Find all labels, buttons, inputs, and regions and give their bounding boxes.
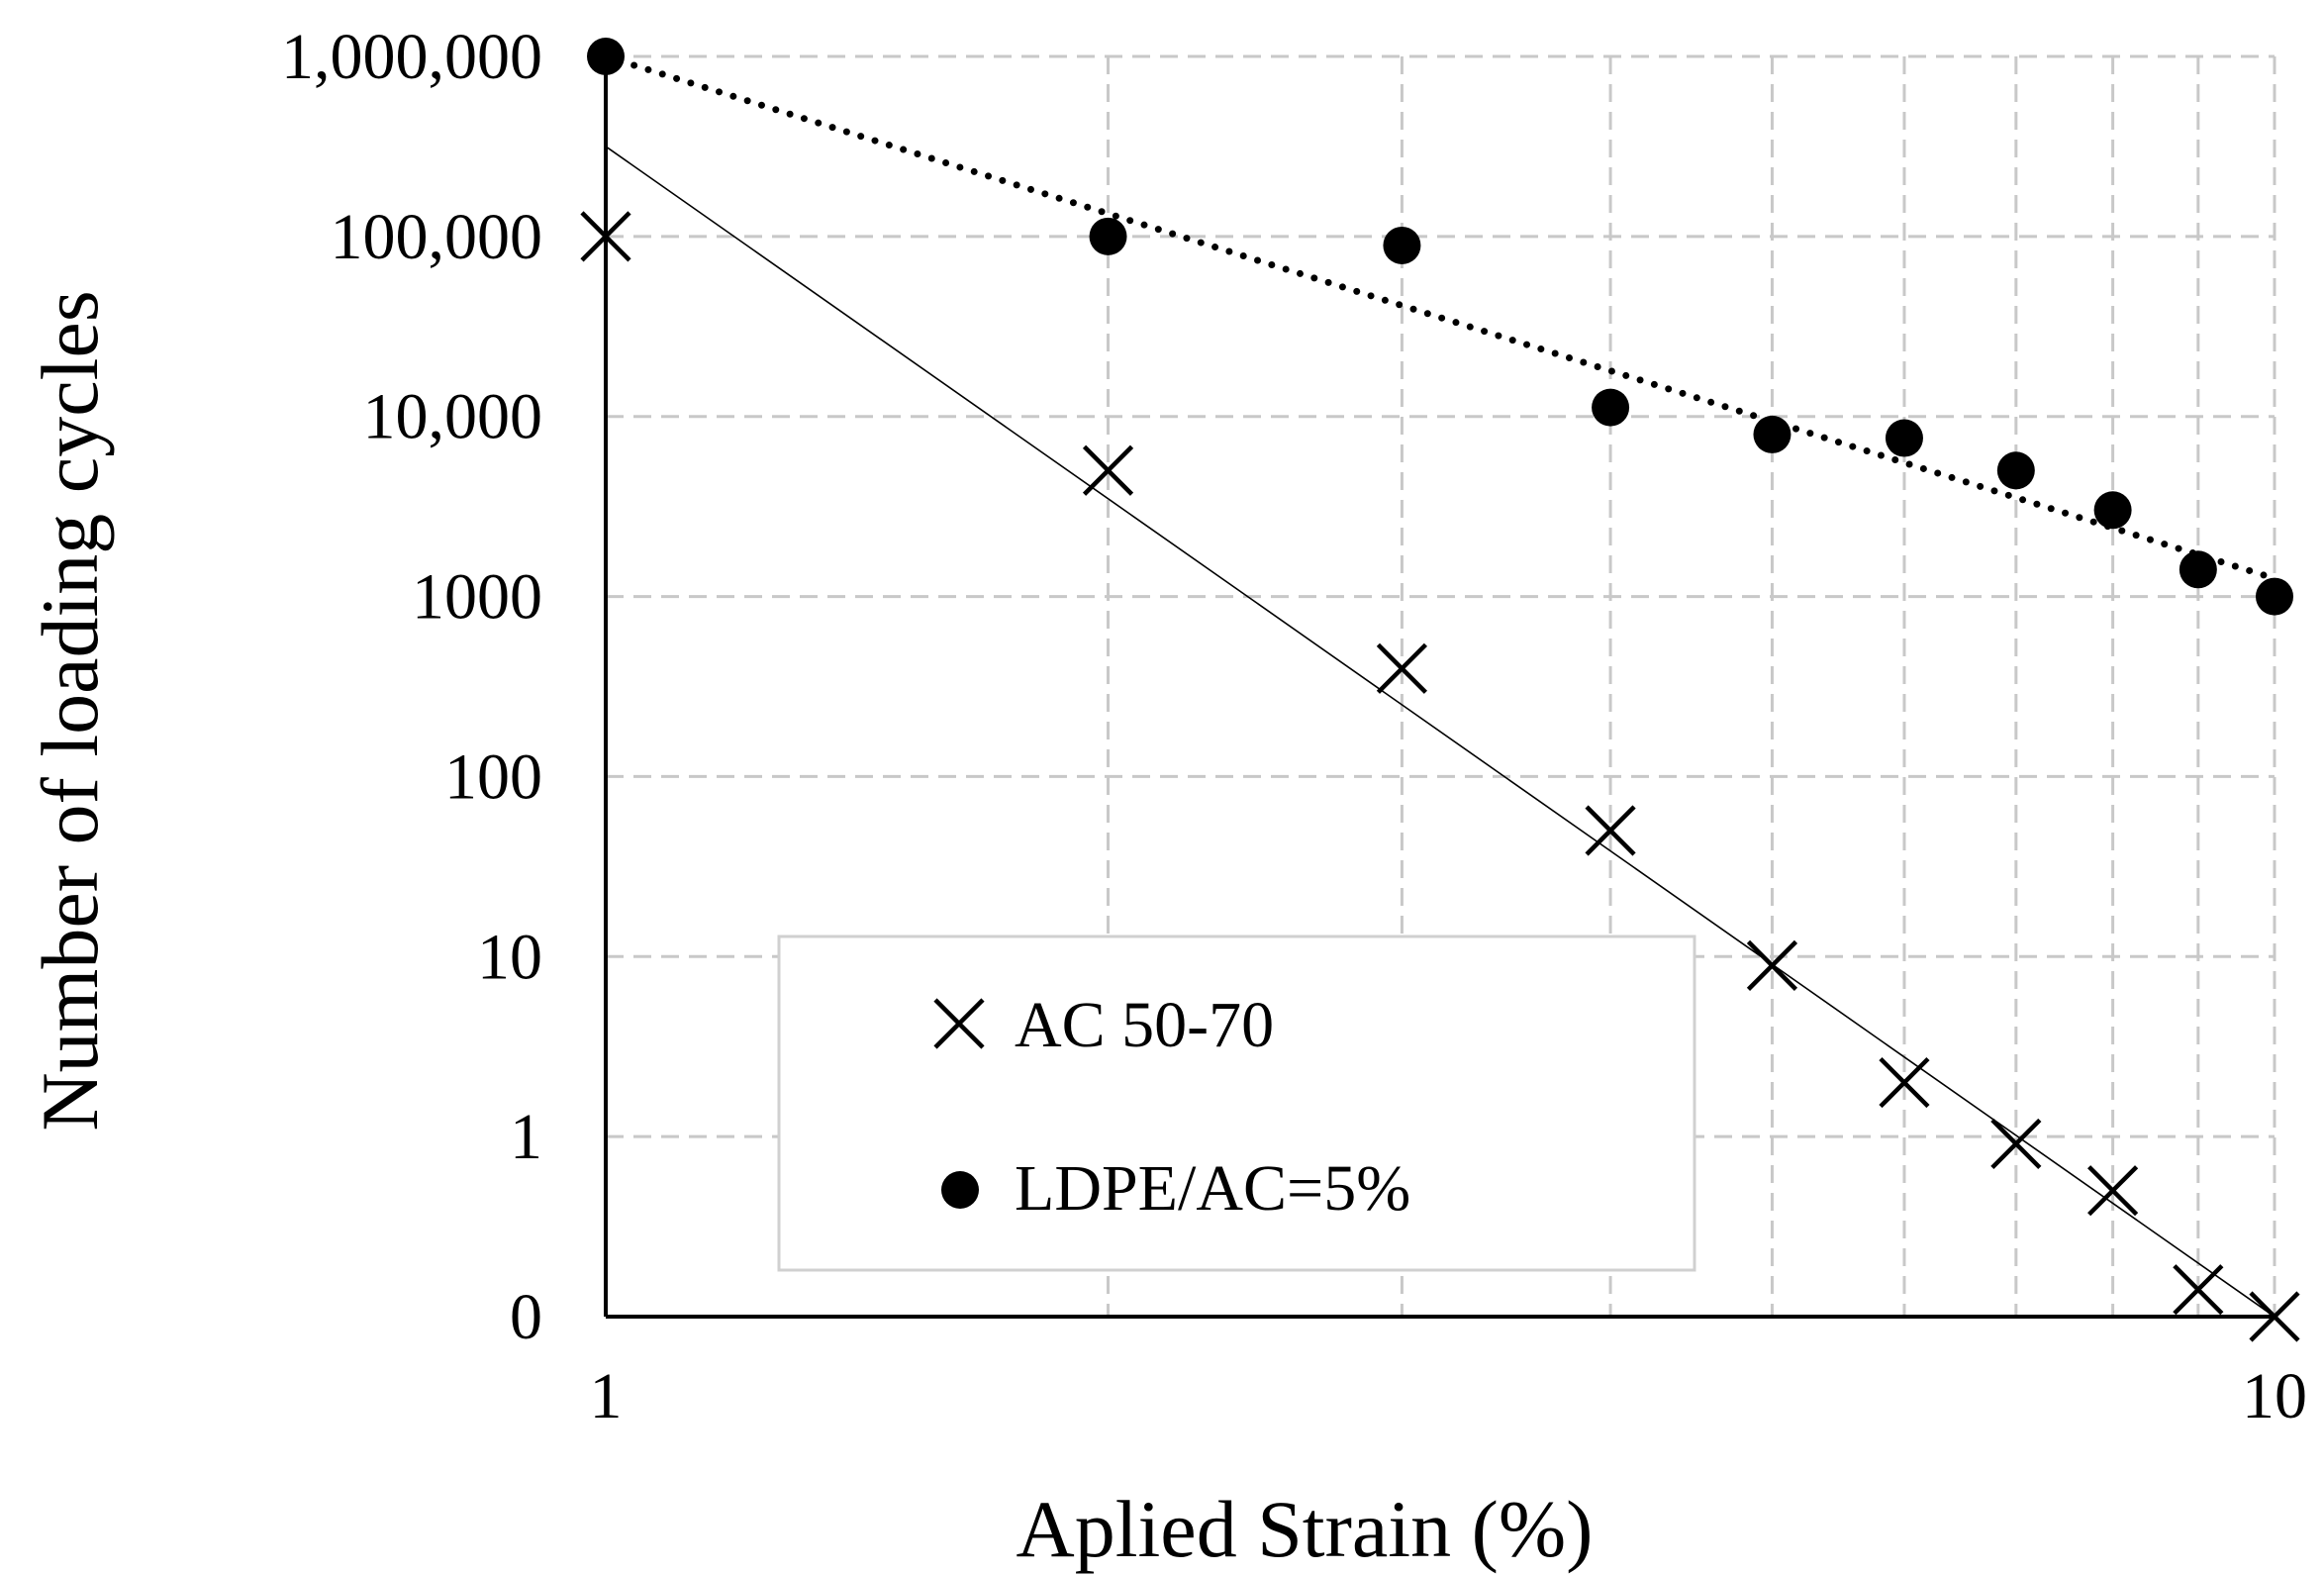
ac-50-70-point [2173, 1264, 2224, 1316]
ldpe-ac-point [2093, 491, 2132, 530]
points-layer [580, 38, 2300, 1342]
x-marker-stroke [1990, 1118, 2042, 1170]
x-axis-title: Aplied Strain (%) [1017, 1484, 1594, 1574]
ldpe-ac-point [587, 38, 625, 75]
ac-50-70-point [1585, 805, 1636, 856]
legend-marker-ac-50-70 [933, 998, 985, 1049]
ldpe-ac-point [2179, 550, 2217, 589]
x-marker-stroke [2173, 1264, 2224, 1316]
y-tick-label: 1000 [412, 561, 542, 634]
legend: AC 50-70 LDPE/AC=5% [777, 935, 1696, 1272]
legend-x-marker [933, 998, 985, 1049]
x-marker-stroke [1585, 805, 1636, 856]
legend-label-ac-50-70: AC 50-70 [1015, 989, 1274, 1061]
ldpe-ac-point [1753, 415, 1791, 453]
ac-50-70-point [1082, 444, 1134, 496]
legend-marker-ldpe-ac [941, 1171, 979, 1209]
x-marker-stroke [1879, 1056, 1930, 1109]
legend-box [777, 935, 1696, 1272]
x-marker-stroke [1376, 642, 1428, 694]
ldpe-ac-point [1383, 226, 1421, 264]
ac-50-70-point [2087, 1165, 2139, 1217]
y-tick-label: 10,000 [363, 381, 543, 453]
ldpe-ac-point [1885, 419, 1923, 457]
ldpe-ac-point [1996, 451, 2035, 490]
y-tick-label: 10 [477, 921, 542, 993]
x-tick-label: 10 [2242, 1360, 2307, 1432]
x-marker-stroke [2249, 1291, 2300, 1342]
x-marker-stroke [2087, 1165, 2139, 1217]
ac-50-70-point [1746, 939, 1798, 991]
axes-layer [604, 49, 2275, 1319]
trendline-ldpe-ac [602, 52, 2278, 582]
legend-dot-marker [941, 1171, 979, 1209]
x-tick-label: 1 [590, 1360, 623, 1432]
x-marker-stroke [580, 211, 631, 262]
y-axis-title: Number of loading cycles [25, 290, 115, 1131]
ac-50-70-point [580, 211, 631, 262]
ldpe-ac-point [1592, 388, 1630, 427]
y-tick-label: 1 [510, 1101, 542, 1173]
y-tick-label: 100,000 [331, 201, 543, 273]
ac-50-70-point [1990, 1118, 2042, 1170]
x-marker-stroke [933, 998, 985, 1049]
ac-50-70-point [1879, 1056, 1930, 1109]
x-marker-stroke [1082, 444, 1134, 496]
ldpe-ac-point [2256, 577, 2293, 616]
y-tick-label: 100 [444, 740, 542, 813]
x-marker-stroke [1746, 939, 1798, 991]
ac-50-70-point [2249, 1291, 2300, 1342]
ldpe-ac-point [1089, 217, 1127, 255]
ac-50-70-point [1376, 642, 1428, 694]
y-tick-label: 1,000,000 [281, 21, 542, 93]
legend-label-ldpe-ac: LDPE/AC=5% [1015, 1152, 1410, 1225]
y-tick-label: 0 [510, 1281, 542, 1353]
